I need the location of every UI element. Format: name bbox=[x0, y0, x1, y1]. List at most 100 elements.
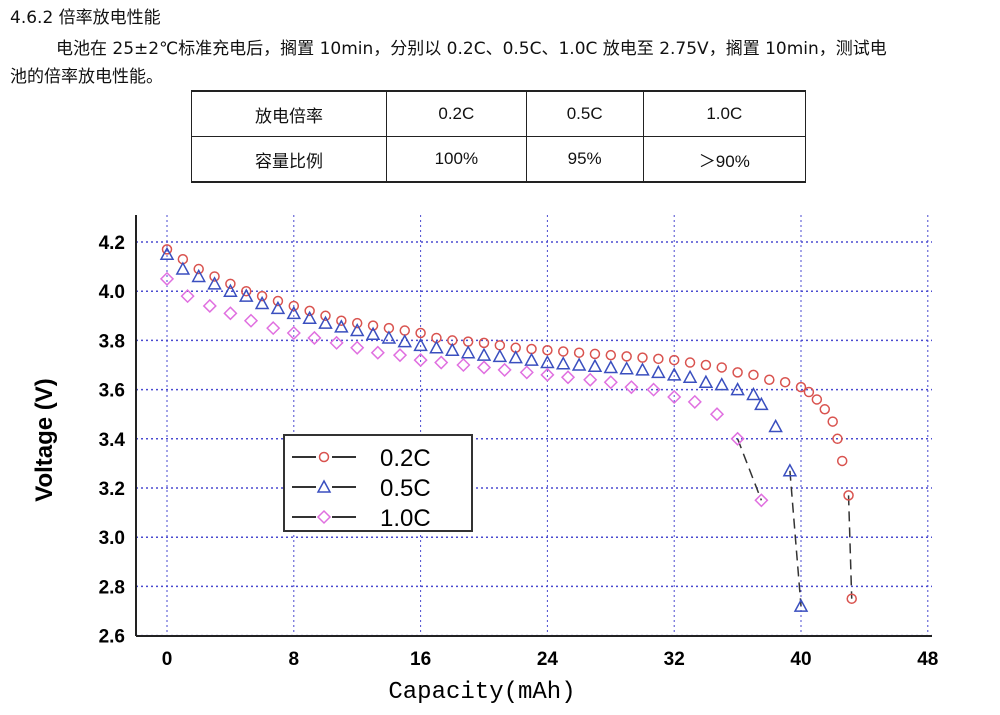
data-point bbox=[619, 361, 634, 375]
data-point bbox=[256, 290, 268, 302]
table-cell: 放电倍率 bbox=[191, 90, 387, 137]
data-point bbox=[159, 271, 175, 286]
data-point bbox=[754, 396, 769, 411]
table-cell: 95% bbox=[525, 136, 644, 183]
data-point bbox=[698, 374, 714, 388]
data-point bbox=[223, 306, 238, 321]
data-point bbox=[367, 320, 379, 331]
data-point bbox=[560, 370, 576, 385]
data-point bbox=[730, 431, 745, 446]
drop-line bbox=[789, 470, 802, 607]
data-point bbox=[646, 382, 661, 397]
legend-label: 0.5C bbox=[380, 475, 431, 502]
data-point bbox=[687, 394, 702, 409]
data-point bbox=[288, 300, 300, 312]
data-point bbox=[682, 369, 698, 384]
data-point bbox=[587, 358, 603, 372]
data-point bbox=[558, 346, 569, 357]
data-point bbox=[365, 326, 381, 340]
data-point bbox=[320, 310, 331, 322]
data-point bbox=[180, 289, 195, 304]
table-row: 容量比例 100% 95% ＞90% bbox=[191, 136, 807, 183]
data-point bbox=[492, 348, 508, 363]
table-cell: 1.0C bbox=[642, 90, 807, 137]
table-row: 放电倍率 0.2C 0.5C 1.0C bbox=[191, 90, 807, 137]
data-point bbox=[803, 386, 815, 398]
data-point bbox=[793, 598, 809, 612]
data-point bbox=[286, 325, 301, 341]
y-tick-label: 2.8 bbox=[99, 577, 125, 598]
drop-line bbox=[736, 438, 763, 501]
data-point bbox=[175, 261, 191, 275]
data-point bbox=[225, 278, 236, 290]
x-axis-label: Capacity(mAh) bbox=[388, 679, 575, 706]
legend-label: 0.2C bbox=[380, 445, 431, 472]
data-point bbox=[191, 268, 206, 283]
data-point bbox=[316, 479, 332, 493]
data-point bbox=[462, 336, 474, 347]
x-tick-label: 16 bbox=[410, 649, 431, 670]
data-point bbox=[304, 305, 315, 317]
data-point bbox=[318, 315, 333, 329]
data-point bbox=[700, 359, 712, 371]
data-point bbox=[542, 344, 553, 356]
data-point bbox=[478, 337, 490, 349]
x-tick-label: 24 bbox=[537, 649, 559, 670]
data-point bbox=[571, 357, 587, 371]
data-point bbox=[494, 340, 506, 351]
data-point bbox=[540, 367, 555, 382]
data-point bbox=[714, 377, 730, 391]
legend-label: 1.0C bbox=[380, 505, 431, 532]
data-point bbox=[716, 362, 727, 373]
data-point bbox=[653, 353, 664, 365]
data-point bbox=[508, 350, 523, 364]
data-point bbox=[336, 315, 347, 326]
table-cell: ＞90% bbox=[642, 136, 807, 183]
data-point bbox=[456, 357, 471, 373]
legend-gap bbox=[316, 509, 332, 525]
data-point bbox=[573, 347, 585, 358]
data-point bbox=[334, 319, 349, 333]
data-point bbox=[254, 295, 270, 310]
drop-line bbox=[847, 495, 853, 599]
table-cell: 100% bbox=[386, 136, 527, 183]
data-point bbox=[207, 276, 222, 290]
data-point bbox=[667, 389, 682, 405]
data-point bbox=[819, 404, 831, 415]
data-point bbox=[843, 490, 854, 501]
legend-gap bbox=[316, 479, 332, 495]
data-point bbox=[732, 367, 743, 378]
data-point bbox=[413, 337, 428, 352]
data-point bbox=[526, 343, 537, 355]
data-point bbox=[270, 300, 286, 315]
discharge-chart: 0 8 16 24 32 40 482.62.83.03.23.43.63.84.04.2 … bbox=[31, 215, 938, 706]
data-point bbox=[266, 321, 281, 336]
y-tick-label: 4.0 bbox=[99, 282, 125, 303]
legend: 0.2C 0.5C 1.0C bbox=[283, 434, 473, 532]
y-tick-label: 3.6 bbox=[99, 381, 125, 402]
legend-gap bbox=[316, 449, 332, 465]
data-point bbox=[621, 351, 632, 362]
data-point bbox=[316, 509, 332, 525]
data-point bbox=[238, 288, 254, 302]
data-point bbox=[415, 327, 426, 339]
data-point bbox=[748, 369, 759, 381]
data-point bbox=[589, 348, 601, 360]
data-point bbox=[603, 375, 618, 390]
rate-table: 放电倍率 0.2C 0.5C 1.0C 容量比例 100% 95% ＞90% bbox=[191, 90, 807, 183]
data-point bbox=[540, 354, 555, 369]
data-point bbox=[684, 357, 696, 368]
data-point bbox=[827, 416, 838, 427]
data-point bbox=[746, 386, 761, 401]
data-point bbox=[413, 353, 428, 368]
data-point bbox=[460, 345, 476, 359]
data-point bbox=[651, 364, 666, 379]
data-point bbox=[754, 493, 769, 508]
data-point bbox=[635, 362, 650, 376]
data-point bbox=[202, 298, 217, 314]
data-point bbox=[795, 381, 807, 393]
data-point bbox=[832, 433, 843, 445]
y-tick-label: 3.2 bbox=[99, 479, 125, 500]
data-point bbox=[159, 246, 175, 261]
data-point bbox=[524, 352, 539, 366]
